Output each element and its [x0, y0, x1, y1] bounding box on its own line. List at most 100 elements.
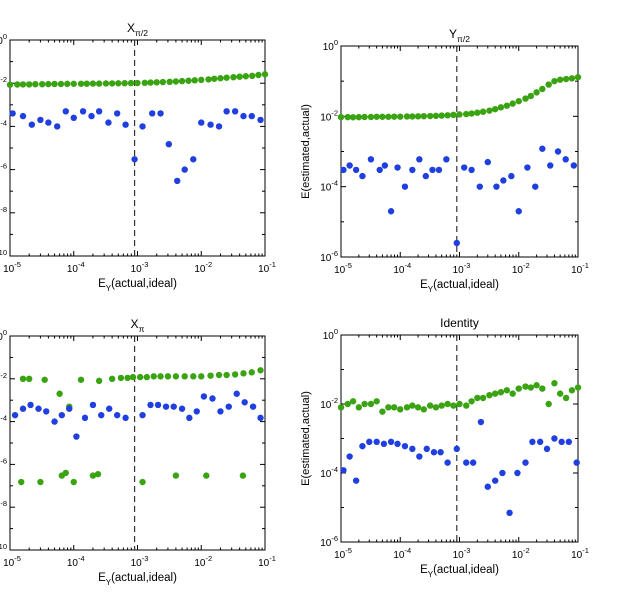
green-point	[157, 373, 164, 380]
green-point	[385, 113, 392, 120]
green-point	[242, 73, 250, 80]
blue-point	[73, 433, 80, 440]
green-point	[115, 80, 122, 87]
blue-point	[139, 123, 146, 130]
green-point	[397, 406, 404, 413]
green-point	[102, 80, 110, 87]
green-point	[420, 406, 428, 413]
blue-point	[88, 112, 95, 120]
green-point	[129, 373, 137, 381]
blue-point	[565, 438, 573, 446]
x-axis-label: EY(actual,ideal)	[420, 564, 499, 579]
green-point	[236, 73, 243, 80]
green-point	[134, 79, 141, 87]
blue-point	[416, 453, 423, 460]
green-point	[39, 80, 46, 88]
green-point	[203, 472, 210, 479]
blue-point	[35, 405, 42, 412]
blue-point	[381, 162, 389, 169]
green-point	[474, 109, 481, 116]
panel-1: 10-510-410-310-210-110-1010-810-610-410-…	[0, 21, 276, 293]
green-point	[527, 384, 535, 391]
blue-point	[359, 442, 366, 450]
green-point	[230, 73, 237, 81]
blue-point	[215, 123, 223, 130]
green-point	[562, 394, 570, 402]
blue-point	[19, 112, 27, 120]
green-point	[397, 113, 404, 120]
blue-point	[131, 156, 138, 163]
green-point	[147, 79, 154, 86]
green-point	[37, 478, 44, 486]
x-tick-label: 10-3	[131, 260, 149, 275]
green-point	[240, 370, 247, 377]
green-point	[172, 472, 180, 479]
blue-point	[539, 145, 546, 152]
blue-point	[409, 445, 416, 453]
green-point	[57, 80, 65, 88]
green-point	[414, 404, 422, 411]
green-point	[172, 373, 180, 380]
green-point	[390, 404, 398, 411]
green-point	[403, 113, 411, 120]
blue-point	[570, 162, 578, 169]
x-tick-label: 10-1	[258, 554, 276, 569]
blue-point	[53, 123, 61, 130]
green-point	[56, 390, 63, 397]
blue-point	[257, 414, 264, 422]
green-point	[468, 110, 475, 117]
blue-point	[240, 112, 247, 120]
blue-point	[430, 449, 438, 456]
blue-point	[460, 164, 468, 171]
blue-point	[28, 121, 36, 128]
blue-point	[89, 401, 97, 409]
green-point	[556, 390, 564, 397]
green-point	[432, 112, 440, 120]
green-point	[574, 73, 582, 81]
green-point	[562, 75, 570, 83]
blue-point	[437, 449, 444, 456]
green-point	[45, 80, 52, 88]
x-tick-label: 10-3	[453, 261, 471, 276]
blue-point	[66, 405, 73, 412]
blue-point	[484, 483, 491, 490]
blue-point	[217, 408, 224, 415]
blue-point	[500, 177, 507, 184]
green-point	[545, 81, 552, 88]
x-tick-label: 10-3	[131, 554, 149, 569]
blue-point	[422, 172, 430, 180]
green-point	[62, 469, 69, 477]
green-point	[574, 384, 582, 391]
green-point	[509, 390, 516, 397]
green-point	[568, 387, 576, 394]
blue-point	[95, 108, 103, 115]
green-point	[486, 391, 493, 399]
green-point	[223, 371, 230, 379]
green-point	[468, 398, 475, 405]
blue-point	[79, 108, 87, 115]
green-point	[420, 112, 428, 120]
panel-3: 10-510-410-310-210-110-1010-810-610-410-…	[0, 317, 276, 587]
blue-point	[170, 403, 177, 410]
green-point	[32, 80, 39, 88]
green-point	[25, 375, 33, 382]
blue-point	[248, 112, 255, 120]
green-point	[491, 390, 499, 397]
x-tick-label: 10-4	[67, 260, 85, 275]
green-point	[503, 102, 511, 109]
green-point	[344, 400, 351, 408]
green-point	[361, 113, 368, 121]
green-point	[181, 373, 188, 380]
y-tick-label: 10-4	[320, 465, 338, 480]
blue-point	[122, 414, 129, 422]
blue-point	[443, 156, 450, 163]
x-axis-label: EY(actual,ideal)	[420, 279, 499, 294]
blue-point	[257, 116, 264, 124]
green-point	[414, 113, 422, 120]
blue-point	[522, 459, 529, 466]
green-point	[533, 89, 540, 96]
green-point	[95, 377, 103, 385]
green-point	[551, 77, 558, 85]
blue-point	[468, 166, 475, 174]
